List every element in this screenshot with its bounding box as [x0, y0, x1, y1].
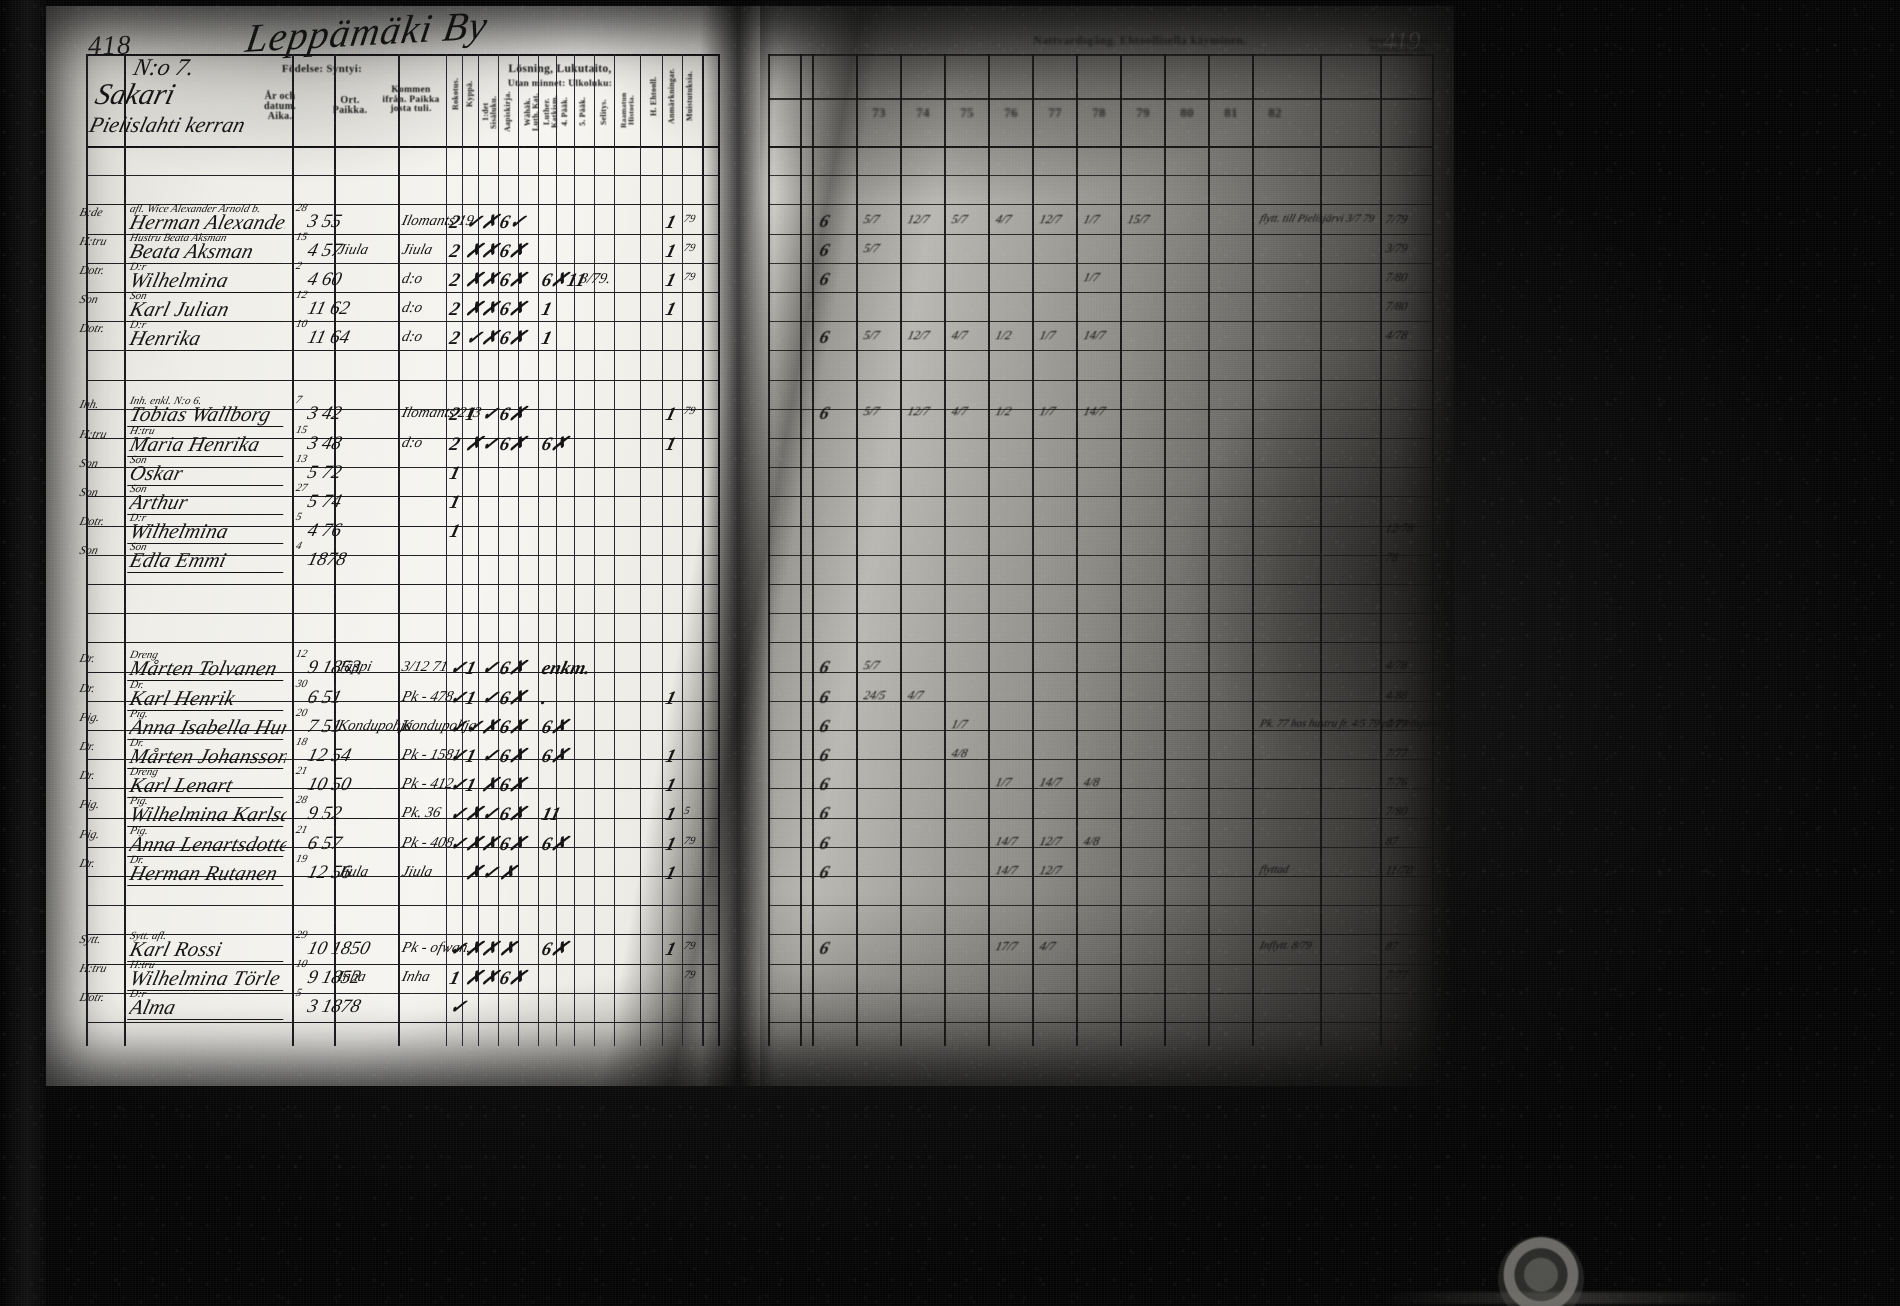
- table-rule-vertical: [124, 54, 126, 1046]
- table-rule-vertical: [556, 54, 557, 1046]
- header-from-place: Kommen ifrån. Paikka josta tuli.: [382, 85, 440, 115]
- table-rule-horizontal: [86, 554, 718, 556]
- table-rule-vertical: [594, 54, 595, 1046]
- table-rule-horizontal: [86, 1022, 718, 1023]
- table-rule-horizontal: [86, 233, 718, 235]
- header-birth-place: Ort. Paikka.: [328, 95, 372, 116]
- table-rule-horizontal: [86, 438, 718, 439]
- table-rule-horizontal: [86, 934, 718, 936]
- table-rule-horizontal: [86, 700, 718, 702]
- table-rule-horizontal: [86, 146, 718, 148]
- table-rule-vertical: [292, 54, 294, 1046]
- table-rule-horizontal: [86, 496, 718, 498]
- film-edge-strip: [0, 0, 46, 1306]
- table-rule-horizontal: [86, 905, 718, 907]
- header-literacy-group: Lösning, Lukutaito,: [480, 63, 640, 76]
- film-edge-label: [1380, 1292, 1760, 1304]
- table-rule-horizontal: [86, 788, 718, 790]
- table-rule-horizontal: [86, 963, 718, 965]
- table-rule-horizontal: [86, 204, 718, 206]
- table-rule-vertical: [398, 54, 400, 1046]
- table-rule-horizontal: [86, 379, 718, 381]
- table-rule-vertical: [662, 54, 663, 1046]
- table-rule-horizontal: [86, 292, 718, 293]
- film-fiducial-mark: [1498, 1236, 1584, 1306]
- header-literacy-sub: Utan minnet: Ulkoluku:: [486, 79, 634, 90]
- table-rule-horizontal: [86, 846, 718, 848]
- header-birth-date: År och datum. Aika.: [256, 91, 304, 123]
- table-rule-horizontal: [86, 408, 718, 410]
- table-rule-horizontal: [86, 467, 718, 469]
- table-rule-horizontal: [86, 54, 718, 56]
- table-rule-horizontal: [86, 350, 718, 352]
- table-rule-horizontal: [86, 262, 718, 264]
- header-birth-group: Födelse: Syntyi:: [266, 63, 378, 75]
- table-rule-vertical: [478, 54, 479, 1046]
- table-rule-horizontal: [86, 584, 718, 585]
- table-rule-vertical: [498, 54, 499, 1046]
- table-rule-vertical: [640, 54, 641, 1046]
- table-rule-vertical: [518, 54, 519, 1046]
- table-rule-vertical: [334, 54, 336, 1046]
- table-rule-horizontal: [86, 759, 718, 761]
- table-rule-horizontal: [86, 730, 718, 731]
- table-rule-vertical: [462, 54, 463, 1046]
- table-rule-horizontal: [86, 992, 718, 994]
- table-rule-vertical: [538, 54, 539, 1046]
- table-rule-vertical: [614, 54, 615, 1046]
- table-rule-horizontal: [86, 642, 718, 644]
- table-rule-horizontal: [86, 525, 718, 527]
- table-rule-horizontal: [86, 321, 718, 323]
- table-rule-horizontal: [86, 613, 718, 615]
- table-rule-horizontal: [86, 671, 718, 673]
- table-rule-vertical: [446, 54, 447, 1046]
- table-rule-vertical: [682, 54, 683, 1046]
- table-rule-horizontal: [86, 876, 718, 877]
- table-rule-horizontal: [86, 175, 718, 177]
- table-rule-vertical: [574, 54, 575, 1046]
- table-rule-vertical: [86, 54, 88, 1046]
- table-rule-horizontal: [86, 817, 718, 819]
